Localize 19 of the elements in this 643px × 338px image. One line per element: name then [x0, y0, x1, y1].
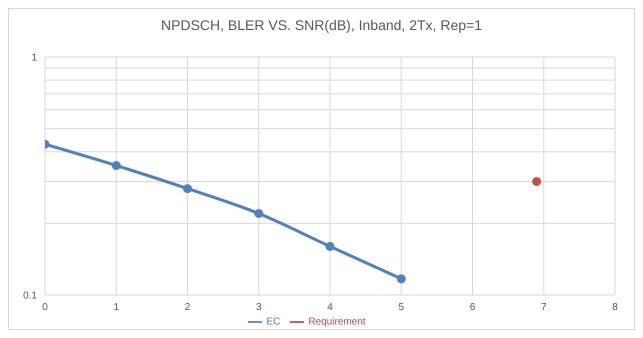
x-tick-label: 1 [113, 302, 120, 314]
point [326, 242, 334, 251]
x-tick-label: 2 [184, 302, 191, 314]
x-tick-label: 7 [540, 302, 547, 314]
x-tick-label: 5 [398, 302, 404, 314]
y-tick-label: 0.1 [23, 290, 38, 302]
x-tick-label: 3 [256, 302, 262, 314]
point [254, 209, 264, 218]
x-tick-label: 6 [470, 302, 476, 314]
point [112, 161, 121, 170]
x-tick-label: 4 [327, 302, 334, 314]
point [396, 274, 406, 284]
x-tick-label: 8 [612, 302, 618, 314]
legend-label: EC [266, 316, 280, 328]
legend-label: Requirement [308, 316, 366, 328]
point [532, 176, 542, 186]
x-tick-label: 0 [42, 302, 48, 314]
chart-title: NPDSCH, BLER VS. SNR(dB), Inband, 2Tx, Rep=1 [160, 16, 483, 35]
point [183, 184, 192, 194]
